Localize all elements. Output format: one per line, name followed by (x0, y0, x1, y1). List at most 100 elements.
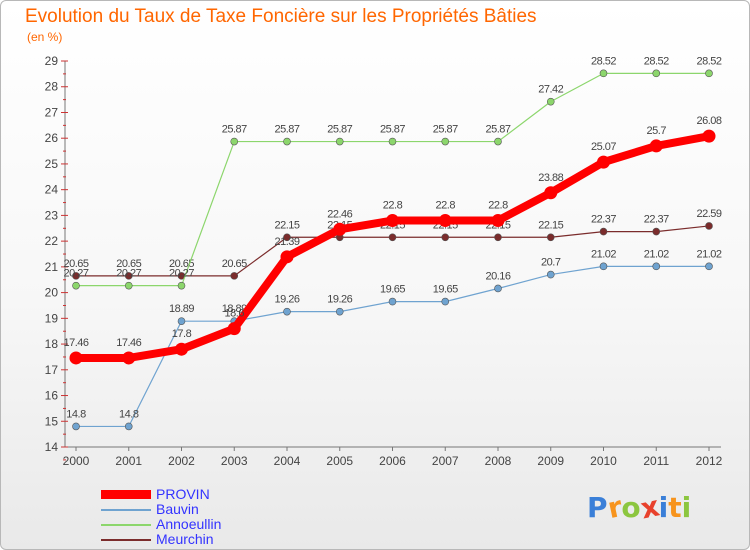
data-label-provin: 17.46 (63, 337, 88, 349)
data-label-bauvin: 18.89 (169, 303, 194, 315)
data-label-meurchin: 20.65 (116, 258, 141, 270)
data-label-annoeullin: 28.52 (644, 55, 669, 67)
y-tick-label: 22 (45, 234, 59, 248)
data-point-annoeullin (652, 69, 661, 78)
data-point-annoeullin (441, 137, 450, 146)
data-point-annoeullin (124, 281, 133, 290)
data-label-bauvin: 19.26 (327, 294, 352, 306)
data-point-meurchin (388, 233, 397, 242)
data-point-provin (597, 155, 610, 169)
data-point-bauvin (335, 307, 344, 316)
y-tick-label: 15 (45, 414, 59, 428)
data-label-bauvin: 21.02 (696, 248, 721, 260)
data-point-provin (491, 214, 505, 228)
data-label-meurchin: 22.59 (696, 208, 721, 220)
x-tick-label: 2006 (379, 454, 406, 468)
data-label-meurchin: 20.65 (63, 258, 88, 270)
data-label-provin: 22.8 (488, 200, 508, 212)
legend-item-annoeullin: Annoeullin (101, 517, 321, 532)
y-tick-label: 21 (45, 260, 59, 274)
data-label-annoeullin: 25.87 (380, 124, 405, 136)
series-line-provin (72, 132, 713, 362)
y-tick-label: 20 (45, 286, 59, 300)
proxiti-logo: Proxiti (587, 489, 692, 525)
logo-letter: o (621, 491, 641, 524)
data-point-provin (227, 322, 241, 336)
y-tick-label: 19 (45, 311, 59, 325)
data-label-bauvin: 19.65 (380, 284, 405, 296)
legend-swatch (101, 524, 151, 526)
x-tick-label: 2009 (537, 454, 564, 468)
data-label-provin: 22.46 (327, 208, 352, 220)
chart-title: Evolution du Taux de Taxe Foncière sur l… (25, 6, 537, 27)
x-tick-label: 2011 (643, 454, 669, 468)
x-tick-label: 2003 (221, 454, 248, 468)
x-tick-label: 2004 (274, 454, 301, 468)
data-point-bauvin (388, 297, 397, 306)
logo-letter: i (681, 491, 692, 524)
data-point-bauvin (705, 262, 713, 271)
y-tick-label: 18 (45, 337, 59, 351)
data-point-annoeullin (177, 281, 186, 290)
x-tick-label: 2010 (590, 454, 617, 468)
legend-swatch (101, 539, 151, 541)
data-label-annoeullin: 20.27 (169, 268, 194, 280)
chart-subtitle: (en %) (27, 30, 63, 44)
data-point-meurchin (652, 227, 661, 236)
legend-swatch (101, 490, 151, 499)
legend-item-bauvin: Bauvin (101, 502, 321, 517)
data-point-meurchin (494, 233, 502, 242)
data-point-bauvin (494, 284, 502, 293)
legend-item-provin: PROVIN (101, 487, 321, 502)
data-point-provin (702, 129, 716, 143)
y-tick-label: 16 (45, 389, 59, 403)
data-point-provin (386, 214, 399, 228)
legend-label: Meurchin (156, 531, 214, 547)
data-label-annoeullin: 25.87 (485, 124, 510, 136)
data-label-annoeullin: 27.42 (538, 84, 563, 96)
data-label-provin: 18.6 (225, 308, 245, 320)
y-tick-label: 25 (45, 157, 59, 171)
data-label-meurchin: 22.37 (644, 214, 669, 226)
data-label-annoeullin: 25.87 (327, 124, 352, 136)
x-tick-label: 2000 (63, 454, 90, 468)
data-point-bauvin (177, 317, 186, 325)
x-tick-label: 2012 (696, 454, 723, 468)
data-point-provin (175, 342, 188, 356)
data-label-meurchin: 22.37 (591, 214, 616, 226)
logo-letter: P (587, 491, 608, 524)
data-point-provin (69, 351, 83, 365)
y-tick-label: 24 (45, 183, 59, 197)
data-label-bauvin: 21.02 (591, 248, 616, 260)
y-tick-label: 27 (45, 105, 59, 119)
data-point-annoeullin (388, 137, 397, 146)
data-point-provin (649, 139, 663, 153)
data-point-bauvin (652, 262, 661, 271)
legend-label: PROVIN (156, 486, 210, 502)
data-point-meurchin (230, 272, 239, 280)
logo-letter: t (668, 491, 682, 524)
data-label-provin: 17.8 (172, 328, 192, 340)
x-tick-label: 2008 (485, 454, 512, 468)
x-tick-label: 2002 (168, 454, 195, 468)
data-point-bauvin (283, 307, 291, 316)
data-label-meurchin: 20.65 (222, 258, 247, 270)
data-label-provin: 26.08 (696, 115, 721, 127)
data-label-provin: 25.7 (647, 125, 667, 137)
data-point-provin (333, 222, 347, 236)
data-label-bauvin: 21.02 (644, 248, 669, 260)
data-label-meurchin: 22.15 (274, 219, 299, 231)
data-point-bauvin (72, 422, 80, 431)
logo-letter: i (658, 491, 669, 524)
data-point-annoeullin (546, 97, 555, 106)
y-tick-label: 23 (45, 208, 59, 222)
x-tick-label: 2005 (326, 454, 353, 468)
data-label-provin: 17.46 (116, 337, 141, 349)
legend-swatch (101, 509, 151, 511)
data-label-annoeullin: 25.87 (222, 124, 247, 136)
data-label-bauvin: 19.65 (433, 284, 458, 296)
y-tick-label: 26 (45, 131, 59, 145)
data-point-provin (544, 186, 558, 200)
